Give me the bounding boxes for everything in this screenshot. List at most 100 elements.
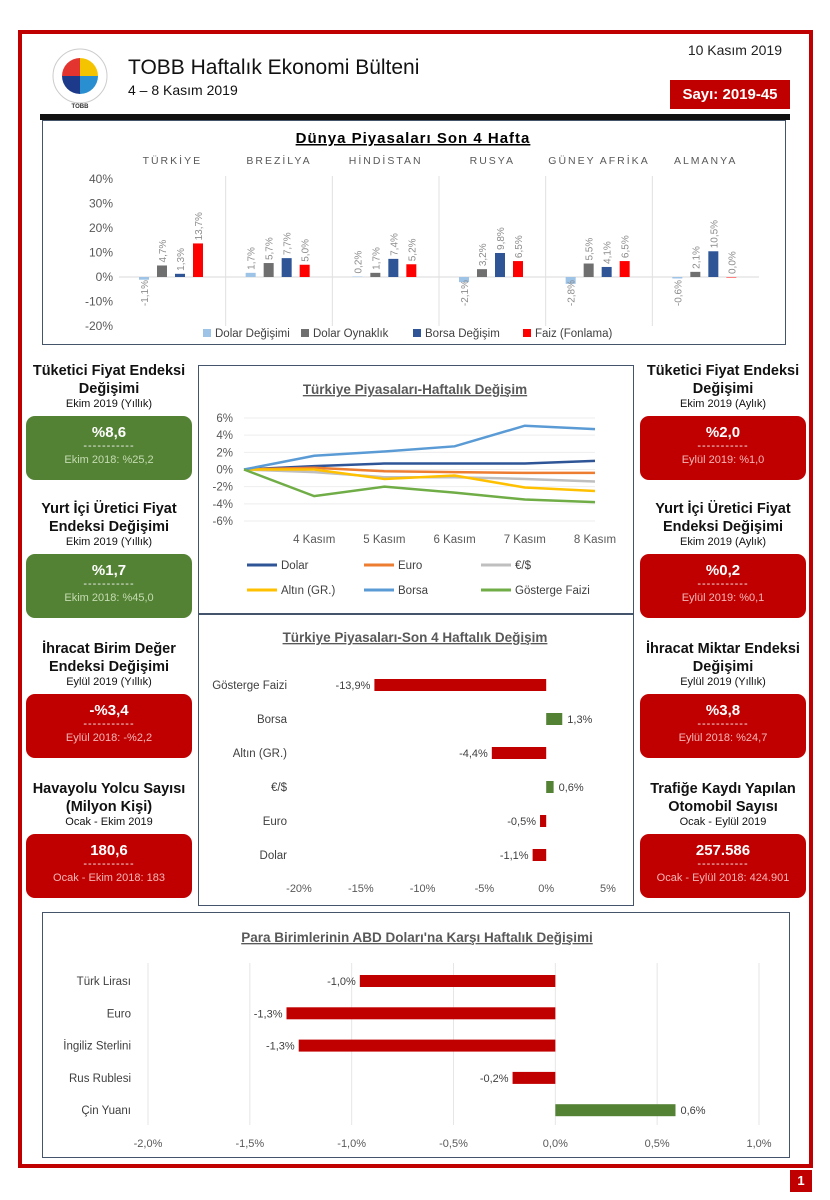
bar-dolar-oynakl-k (370, 272, 381, 277)
bar (298, 1039, 556, 1052)
data-label: 1,3% (567, 714, 592, 726)
category-label: Euro (107, 1008, 131, 1020)
indicator-period: Ekim 2019 (Aylık) (680, 398, 766, 410)
indicator-previous: Ekim 2018: %45,0 (64, 592, 154, 604)
bar (359, 975, 556, 987)
data-label: 5,5% (585, 238, 596, 261)
data-label: 0,0% (727, 251, 738, 274)
data-label: 10,5% (709, 220, 720, 248)
legend-label: Borsa (398, 585, 429, 597)
header-divider (40, 114, 790, 120)
bar-borsa-de-i-im (281, 258, 292, 277)
data-label: 3,2% (478, 243, 489, 266)
legend-label: Altın (GR.) (281, 585, 335, 597)
data-label: -1,3% (266, 1041, 295, 1053)
category-label: Borsa (257, 714, 288, 726)
indicator-value: 257.586 (695, 842, 751, 859)
indicator-title: Yurt İçi Üretici Fiyat Endeksi Değişimi (41, 501, 177, 535)
page-border (18, 30, 813, 1168)
indicator-right_cards-1: Yurt İçi Üretici Fiyat Endeksi Değişimi … (640, 500, 806, 618)
indicator-previous: Eylül 2018: -%2,2 (65, 732, 153, 744)
data-label: -0,6% (673, 280, 684, 306)
data-label: 5,0% (301, 239, 312, 262)
x-tick-label: -2,0% (134, 1138, 163, 1150)
x-tick-label: -10% (410, 883, 436, 895)
bar-dolar-de-i-imi (245, 272, 256, 277)
indicator-period: Eylül 2019 (Yıllık) (66, 676, 152, 688)
bar (546, 713, 563, 725)
legend-label: Faiz (Fonlama) (535, 328, 612, 340)
indicator-previous: Ekim 2018: %25,2 (64, 454, 154, 466)
data-label: 1,3% (176, 248, 187, 271)
indicator-separator: ----------- (83, 858, 135, 870)
indicator-title: Havayolu Yolcu Sayısı (Milyon Kişi) (32, 781, 186, 815)
indicator-separator: ----------- (83, 578, 135, 590)
bar (374, 679, 547, 691)
bar (286, 1007, 556, 1020)
chart-title: Türkiye Piyasaları-Haftalık Değişim (303, 382, 527, 397)
y-tick-label: 4% (216, 430, 233, 442)
indicator-left_cards-3: Havayolu Yolcu Sayısı (Milyon Kişi) Ocak… (26, 780, 192, 898)
bar-dolar-de-i-imi (139, 277, 149, 280)
legend-label: Dolar (281, 560, 309, 572)
legend-label: €/$ (515, 560, 532, 572)
legend-label: Gösterge Faizi (515, 585, 590, 597)
y-tick-label: 40% (89, 172, 113, 186)
data-label: 1,7% (247, 247, 258, 270)
legend-swatch (203, 329, 211, 337)
y-tick-label: -4% (213, 499, 233, 511)
world-markets-panel: Dünya Piyasaları Son 4 Hafta 40% 30% 20% 10%… (42, 120, 786, 345)
bar-borsa-de-i-im (601, 266, 612, 277)
legend-label: Dolar Oynaklık (313, 328, 389, 340)
indicator-left_cards-2: İhracat Birim Değer Endeksi Değişimi Eyl… (26, 640, 192, 758)
x-tick-label: 0,0% (543, 1138, 568, 1150)
currency-panel: Para Birimlerinin ABD Doları'na Karşı Ha… (42, 912, 790, 1158)
data-label: -2,1% (460, 280, 471, 306)
data-label: 0,6% (559, 782, 584, 794)
indicator-value: %1,7 (91, 562, 127, 579)
bar-faiz-fonlama- (619, 261, 630, 277)
y-tick-label: 2% (216, 447, 233, 459)
data-label: -1,0% (327, 976, 356, 988)
y-tick-label: 10% (89, 246, 113, 260)
data-label: -4,4% (459, 748, 488, 760)
x-tick-label: -1,0% (337, 1138, 366, 1150)
bar-dolar-de-i-imi (672, 277, 683, 279)
bar (491, 747, 547, 759)
bar-borsa-de-i-im (495, 252, 505, 277)
data-label: -1,3% (254, 1008, 283, 1020)
data-label: -1,1% (140, 280, 151, 306)
indicator-right_cards-3: Trafiğe Kaydı Yapılan Otomobil Sayısı Oc… (640, 780, 806, 898)
data-label: 9,8% (496, 227, 507, 250)
legend-swatch (413, 329, 421, 337)
x-tick-label: -5% (475, 883, 495, 895)
y-tick-label: -2% (213, 482, 233, 494)
legend-label: Dolar Değişimi (215, 328, 290, 340)
bar-faiz-fonlama- (299, 264, 310, 277)
bar (555, 1104, 676, 1117)
indicator-separator: ----------- (83, 440, 135, 452)
x-tick-label: 5% (600, 883, 616, 895)
bar-faiz-fonlama- (406, 264, 417, 277)
legend-label: Euro (398, 560, 422, 572)
category-label: Altın (GR.) (233, 748, 287, 760)
y-tick-label: 6% (216, 413, 233, 425)
indicator-title: Tüketici Fiyat Endeksi Değişimi (646, 363, 800, 397)
bar-dolar-oynakl-k (157, 265, 167, 277)
category-label: Gösterge Faizi (212, 680, 287, 692)
bar (532, 849, 547, 861)
x-tick-label: 7 Kasım (504, 534, 546, 546)
indicator-card: 180,6 ----------- Ocak - Ekim 2018: 183 (26, 834, 192, 898)
indicator-card: %3,8 ----------- Eylül 2018: %24,7 (640, 694, 806, 758)
indicator-title: Yurt İçi Üretici Fiyat Endeksi Değişimi (655, 501, 791, 535)
x-tick-label: -15% (348, 883, 374, 895)
bulletin-title: TOBB Haftalık Ekonomi Bülteni (128, 56, 420, 79)
bar-dolar-oynakl-k (263, 263, 274, 277)
category-label: Dolar (260, 850, 288, 862)
bar-faiz-fonlama- (513, 261, 523, 277)
turkey-4week-panel: Türkiye Piyasaları-Son 4 Haftalık Değişi… (198, 614, 634, 906)
indicator-period: Ocak - Eylül 2019 (679, 816, 767, 828)
tobb-logo: TOBB (52, 48, 108, 110)
indicator-previous: Eylül 2019: %1,0 (681, 454, 765, 466)
indicator-value: -%3,4 (89, 702, 129, 719)
